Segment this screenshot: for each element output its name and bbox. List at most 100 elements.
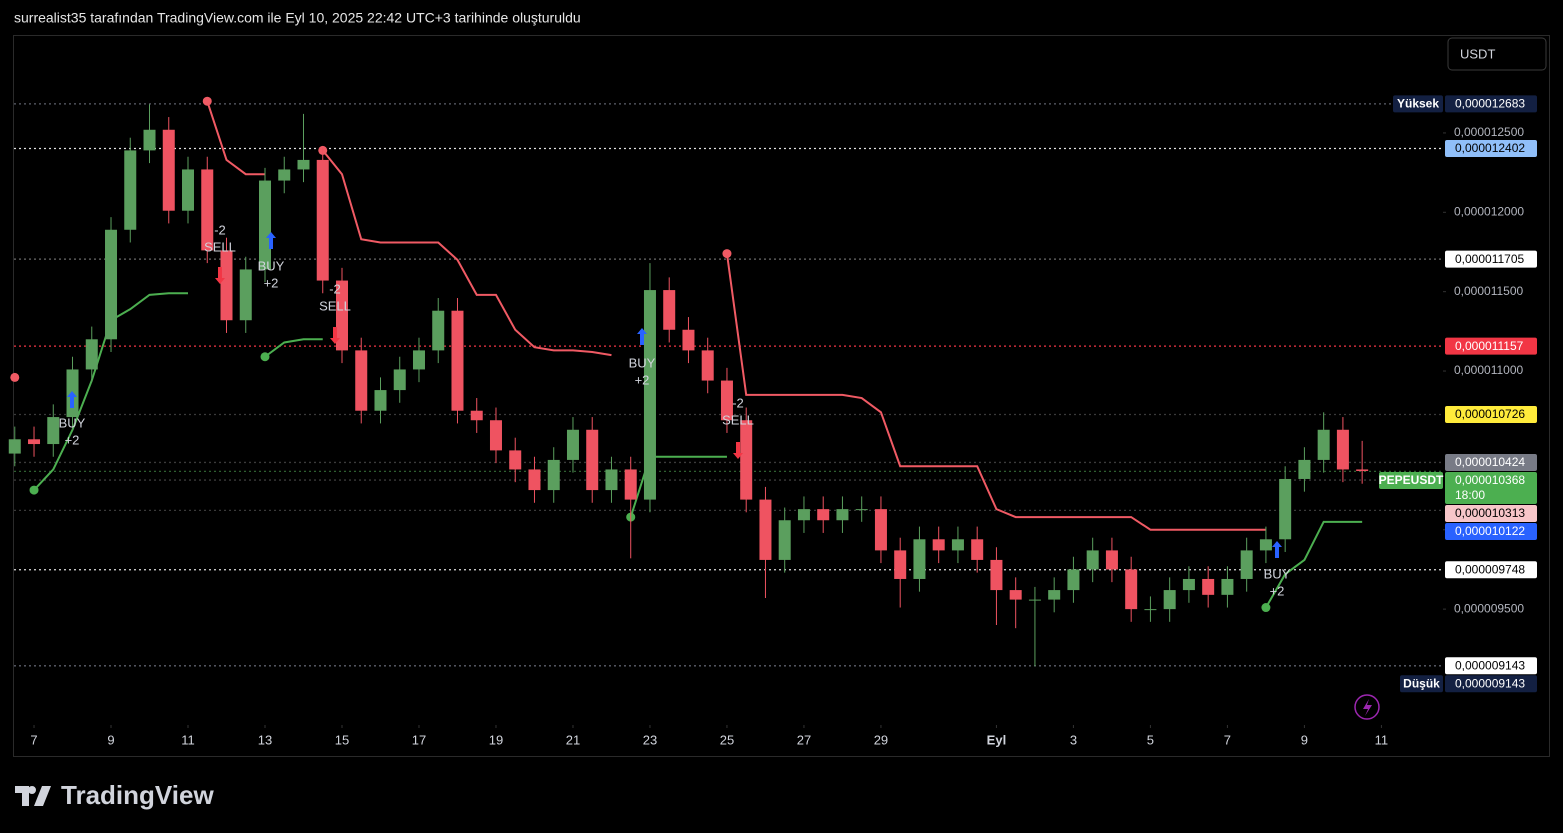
x-tick-label: 29 [874,732,888,747]
plot: 0,000012500 0,000012000 0,000011500 0,00001… [8,95,1537,747]
candle-body [528,469,541,491]
candle-body [932,539,945,551]
price-label-box [1445,675,1537,693]
candle-body [278,169,291,181]
candle-body [1221,578,1234,595]
candle-body [105,229,118,340]
x-tick-label: 23 [643,732,657,747]
signal-text: -2 [214,222,226,237]
price-label: 0,000012402 [1455,141,1525,155]
trend-start [202,96,212,106]
candle-body [297,159,310,170]
price-label: 0,000010424 [1455,455,1525,469]
chart-frame [13,35,1550,757]
candle-body [1086,550,1099,570]
candle-body [201,169,214,251]
candle-body [412,350,425,370]
candle-body [1125,569,1138,610]
candle-body [374,390,387,411]
signal-text: +2 [264,275,279,290]
currency-button[interactable] [1447,37,1547,71]
y-tick-label: 0,000012500 [1454,125,1524,139]
x-tick-label: 9 [1301,732,1308,747]
price-label-box [1445,657,1537,675]
candle-body [566,429,579,460]
x-tick-label: 15 [335,732,349,747]
signal-text: SELL [319,298,351,313]
price-label-box [1445,453,1537,471]
y-tick-label: 0,000009500 [1454,601,1524,615]
price-tag-box [1379,471,1443,489]
candle-body [1105,550,1118,570]
x-tick-label: 11 [181,732,195,747]
price-label-box [1445,406,1537,424]
candle-body [355,350,368,411]
x-tick-label: 3 [1070,732,1077,747]
candle-body [643,290,656,500]
candle-body [663,290,676,330]
price-label-box [1445,522,1537,540]
trend-line [206,100,1266,531]
price-tag: Yüksek [1397,97,1439,111]
signal-arrow [266,232,276,249]
x-tick-label: 13 [258,732,272,747]
candle-body [1298,459,1311,479]
brand-logo [15,786,51,806]
x-tick-label: 7 [30,732,37,747]
x-tick-label: 7 [1224,732,1231,747]
candle-body [855,509,868,511]
candle-body [797,509,810,521]
price-label: 0,000009748 [1455,562,1525,576]
price-label-box [1445,471,1537,504]
candle-body [1144,609,1157,611]
candle-body [1163,590,1176,610]
candle-body [1048,590,1061,600]
candle-body [1336,429,1349,470]
x-tick-label: Eyl [987,732,1007,747]
candle-body [432,310,445,351]
price-label-box [1445,139,1537,157]
signal-text: BUY [629,355,656,370]
signal-text: BUY [59,415,86,430]
candle-body [1067,569,1080,591]
candle-body [586,429,599,491]
signal-text: BUY [1264,566,1291,581]
candle-body [316,159,329,281]
countdown: 18:00 [1455,488,1485,502]
price-tag: PEPEUSDT [1379,473,1444,487]
trend-start [722,249,732,259]
signal-arrow [637,328,647,345]
candle-body [759,499,772,560]
price-label-box [1445,504,1537,522]
candle-body [8,439,21,454]
signal-text: -2 [732,395,744,410]
price-label: 0,000010368 [1455,473,1525,487]
price-tag-box [1393,95,1443,113]
candle-body [990,559,1003,591]
x-tick-label: 27 [797,732,811,747]
trend-start [260,352,270,362]
price-label: 0,000010726 [1455,407,1525,421]
x-tick-label: 5 [1147,732,1154,747]
price-label: 0,000010313 [1455,506,1525,520]
candle-body [509,450,522,470]
candle-body [894,550,907,579]
currency-label: USDT [1460,46,1495,61]
signal-arrow [330,327,340,344]
candle-body [740,420,753,500]
x-tick-label: 19 [489,732,503,747]
signal-arrow [1272,541,1282,558]
candle-body [451,310,464,411]
candle-body [182,169,195,211]
candle-body [778,520,791,560]
candle-body [624,469,637,500]
price-label: 0,000010122 [1455,524,1525,538]
replay-icon[interactable] [1354,694,1380,720]
candle-body [547,459,560,491]
candle-body [971,539,984,560]
header: surrealist35 tarafından TradingView.com … [14,10,581,26]
candle-body [605,469,618,491]
candle-body [1240,550,1253,579]
candle-body [239,269,252,321]
